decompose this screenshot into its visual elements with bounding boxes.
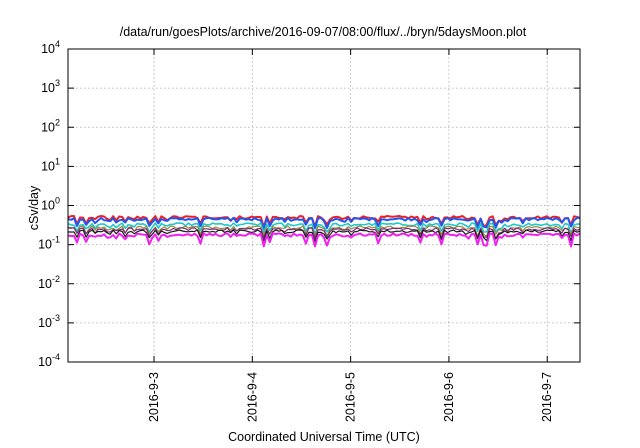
y-tick-label: 10-3 (38, 313, 60, 330)
y-tick-label: 104 (41, 39, 60, 56)
series-group (67, 215, 581, 248)
x-tick-label: 2016-9-7 (540, 372, 554, 422)
y-tick-label: 103 (41, 78, 60, 95)
series-line (68, 229, 581, 243)
chart-title: /data/run/goesPlots/archive/2016-09-07/0… (120, 25, 527, 39)
x-tick-label: 2016-9-4 (245, 372, 259, 422)
axes: 10-4 10-3 10-2 10-1 100 101 102 103 104 2016-9-3 2… (38, 39, 580, 422)
grid (68, 49, 580, 362)
x-tick-label: 2016-9-3 (147, 372, 161, 422)
y-tick-label: 101 (41, 156, 60, 173)
y-tick-label: 102 (41, 117, 60, 134)
y-axis-label: cSv/day (27, 185, 41, 230)
series-line (67, 232, 581, 248)
x-tick-label: 2016-9-5 (344, 372, 358, 422)
y-tick-label: 10-1 (38, 235, 60, 252)
y-tick-label: 10-2 (38, 274, 60, 291)
y-tick-label: 10-4 (38, 352, 60, 369)
series-line (67, 222, 580, 235)
y-tick-label: 100 (41, 196, 60, 213)
x-axis-label: Coordinated Universal Time (UTC) (228, 430, 420, 444)
series-line (67, 216, 581, 230)
x-tick-label: 2016-9-6 (442, 372, 456, 422)
